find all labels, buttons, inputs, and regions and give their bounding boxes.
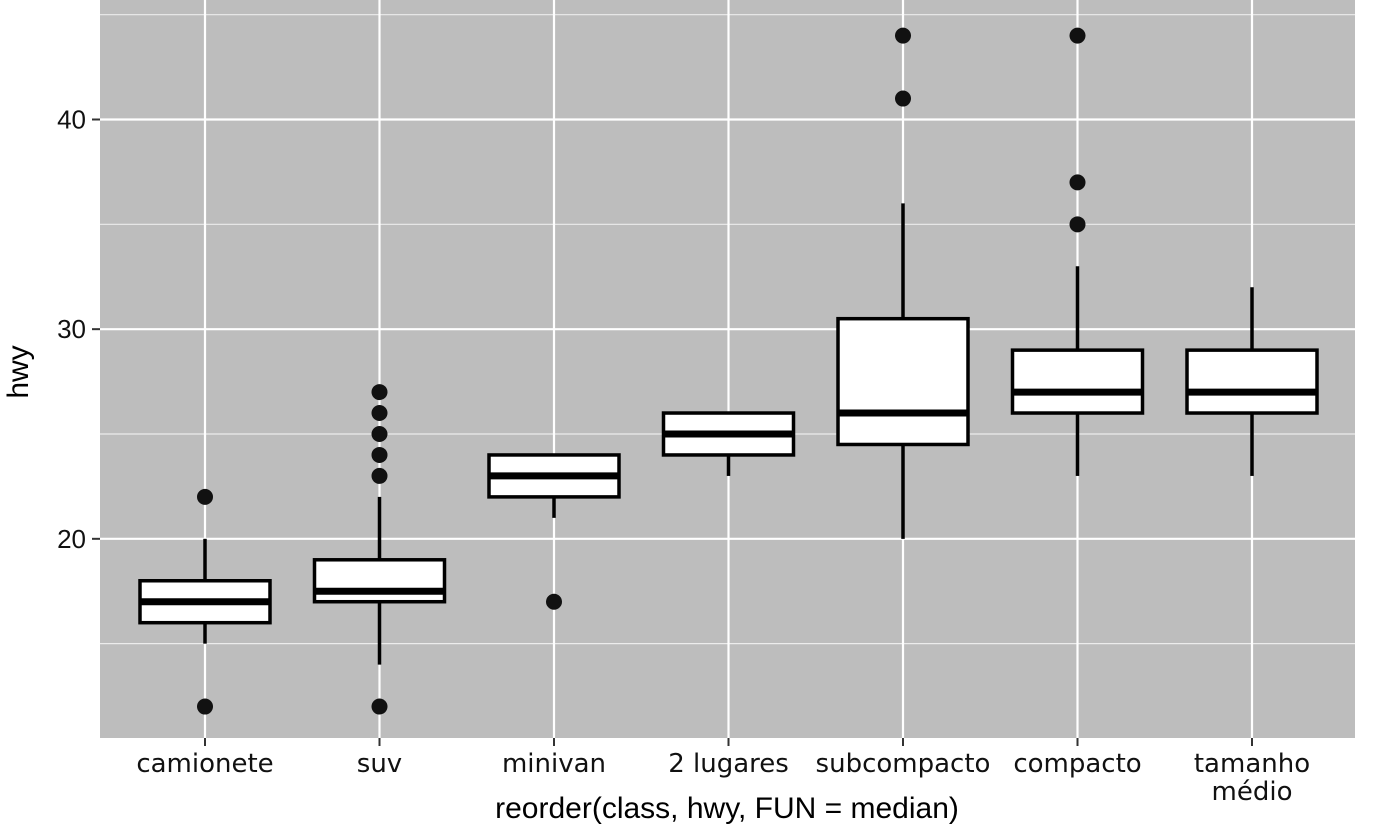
outlier-point — [1069, 27, 1086, 44]
outlier-point — [197, 488, 213, 505]
x-tick-label: suv — [357, 749, 402, 779]
x-tick-label: subcompacto — [816, 749, 991, 779]
x-tick-label: 2 lugares — [668, 749, 789, 779]
box-series — [138, 27, 1319, 715]
y-tick-label: 30 — [57, 314, 86, 344]
box-compacto — [1010, 27, 1145, 476]
x-tick-label-line: camionete — [136, 749, 273, 779]
iqr-box — [312, 558, 447, 604]
x-axis: camionete suv minivan 2 lugares subcompacto c… — [136, 738, 1310, 807]
x-tick-label-line: minivan — [502, 749, 606, 779]
outlier-point — [371, 384, 388, 401]
x-tick-label-line: 2 lugares — [668, 749, 789, 779]
x-tick-label-line: compacto — [1013, 749, 1141, 779]
x-tick-label-line: subcompacto — [816, 749, 991, 779]
outlier-point — [1069, 216, 1086, 233]
box-subcompacto — [836, 27, 970, 539]
outlier-point — [371, 425, 388, 442]
outlier-point — [546, 593, 562, 610]
outlier-point — [1069, 174, 1086, 191]
y-axis: 20 30 40 — [57, 105, 100, 554]
y-tick-label: 40 — [57, 105, 86, 135]
x-tick-label-line: suv — [357, 749, 402, 779]
outlier-point — [371, 446, 388, 463]
outlier-point — [371, 405, 388, 422]
outlier-point — [371, 698, 388, 715]
box-2-lugares — [661, 411, 796, 476]
iqr-box — [1010, 348, 1145, 415]
box-minivan — [487, 453, 621, 610]
outlier-point — [197, 698, 213, 715]
iqr-box — [836, 316, 970, 447]
x-axis-title: reorder(class, hwy, FUN = median) — [495, 792, 959, 825]
y-axis-title: hwy — [2, 345, 35, 398]
iqr-box — [1185, 348, 1319, 415]
outlier-point — [371, 467, 388, 484]
x-tick-label-line: médio — [1212, 777, 1293, 807]
x-tick-label: minivan — [502, 749, 606, 779]
outlier-point — [895, 90, 911, 107]
x-tick-label: compacto — [1013, 749, 1141, 779]
box-camionete — [138, 488, 272, 715]
x-tick-label: tamanho médio — [1194, 749, 1310, 807]
x-tick-label-line: tamanho — [1194, 749, 1310, 779]
x-tick-label: camionete — [136, 749, 273, 779]
box-suv — [312, 384, 447, 715]
box-tamanho-médio — [1185, 287, 1319, 476]
y-tick-label: 20 — [57, 524, 86, 554]
outlier-point — [895, 27, 911, 44]
